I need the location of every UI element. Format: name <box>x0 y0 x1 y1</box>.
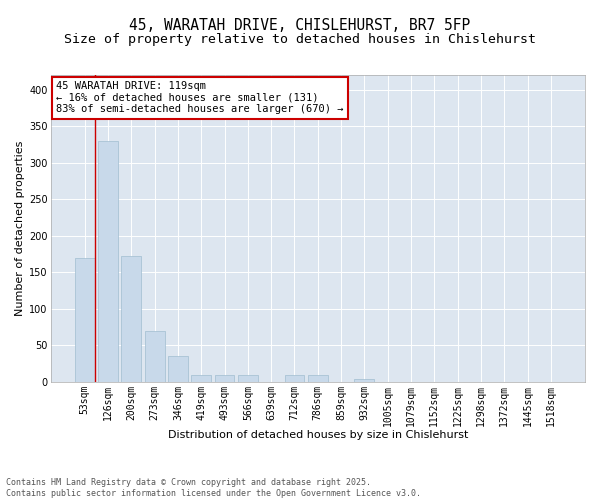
Bar <box>191 374 211 382</box>
Bar <box>355 379 374 382</box>
Text: 45 WARATAH DRIVE: 119sqm
← 16% of detached houses are smaller (131)
83% of semi-: 45 WARATAH DRIVE: 119sqm ← 16% of detach… <box>56 81 343 114</box>
Bar <box>215 374 235 382</box>
Bar <box>168 356 188 382</box>
Text: Contains HM Land Registry data © Crown copyright and database right 2025.
Contai: Contains HM Land Registry data © Crown c… <box>6 478 421 498</box>
Text: Size of property relative to detached houses in Chislehurst: Size of property relative to detached ho… <box>64 32 536 46</box>
Bar <box>284 376 304 382</box>
Bar <box>98 141 118 382</box>
Bar <box>238 376 258 382</box>
X-axis label: Distribution of detached houses by size in Chislehurst: Distribution of detached houses by size … <box>167 430 468 440</box>
Bar <box>308 376 328 382</box>
Text: 45, WARATAH DRIVE, CHISLEHURST, BR7 5FP: 45, WARATAH DRIVE, CHISLEHURST, BR7 5FP <box>130 18 470 32</box>
Y-axis label: Number of detached properties: Number of detached properties <box>15 141 25 316</box>
Bar <box>121 256 141 382</box>
Bar <box>75 258 95 382</box>
Bar <box>145 331 164 382</box>
